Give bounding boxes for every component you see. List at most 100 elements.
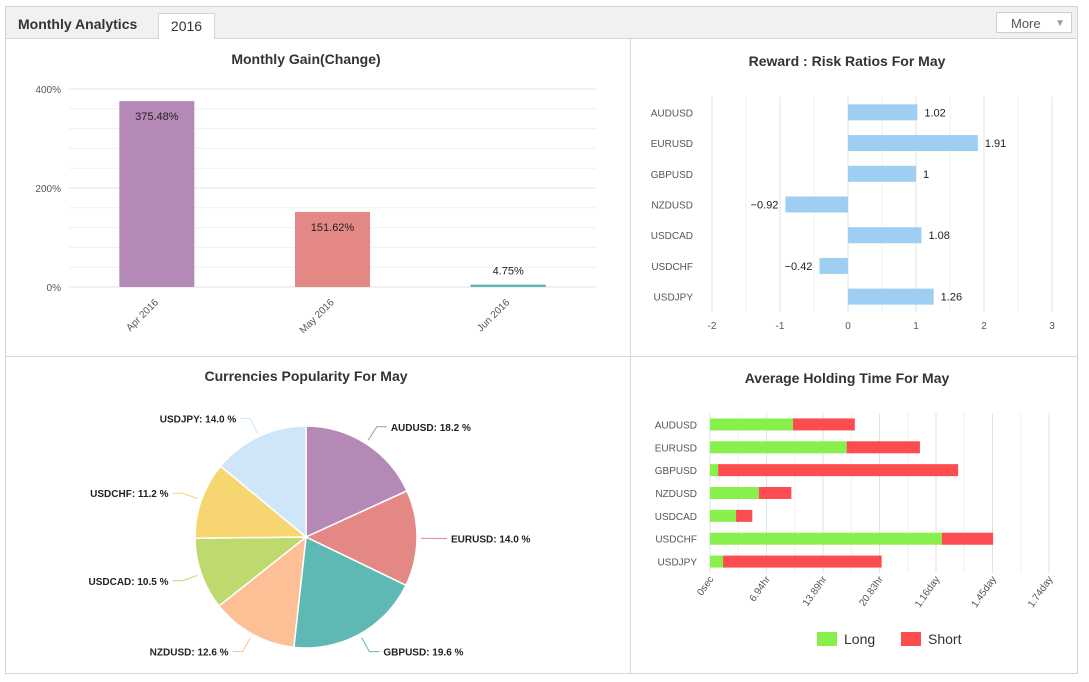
- y-tick-label: EURUSD: [651, 139, 693, 150]
- bar-segment: [710, 555, 724, 568]
- y-tick-label: AUDUSD: [655, 420, 697, 431]
- slice-label: AUDUSD: 18.2 %: [391, 423, 471, 434]
- data-label: 4.75%: [493, 266, 524, 278]
- x-tick-label: 2: [981, 321, 987, 332]
- data-label: 151.62%: [311, 222, 355, 234]
- reward-risk-chart: Reward : Risk Ratios For May -2 -1 0 1 2 3 AUD…: [651, 53, 1055, 332]
- currency-popularity-panel: Currencies Popularity For May AUDUSD: 18…: [6, 357, 631, 673]
- slice-label: EURUSD: 14.0 %: [451, 534, 531, 545]
- x-tick-label: 3: [1049, 321, 1055, 332]
- data-label: −0.92: [751, 200, 779, 212]
- x-tick-label: 1: [913, 321, 919, 332]
- x-tick-label: Apr 2016: [124, 297, 161, 334]
- data-label: 1.02: [924, 107, 945, 119]
- data-label: −0.42: [785, 261, 813, 273]
- widget-title: Monthly Analytics: [18, 16, 138, 32]
- pie-slice: [194, 465, 309, 539]
- bar: [848, 135, 978, 152]
- pie-slice: [293, 535, 407, 649]
- pie-slice: [217, 535, 307, 649]
- slice-label: USDCHF: 11.2 %: [90, 489, 168, 500]
- bar: [848, 288, 934, 305]
- leader-line: [232, 637, 251, 653]
- monthly-gain-chart: Monthly Gain(Change) 0% 200% 400% 375.48% Ap…: [35, 51, 596, 336]
- y-tick-label: EURUSD: [655, 443, 697, 454]
- chart-title: Reward : Risk Ratios For May: [749, 53, 946, 69]
- pie-slice: [305, 425, 408, 539]
- bar: [848, 227, 922, 244]
- bar-segment: [710, 441, 847, 454]
- y-tick-label: NZDUSD: [651, 201, 693, 212]
- leader-line: [367, 426, 387, 441]
- x-tick-label: 1.16day: [913, 574, 942, 609]
- legend-swatch: [901, 632, 921, 646]
- more-button[interactable]: More ▼: [996, 12, 1072, 33]
- currency-popularity-chart: Currencies Popularity For May AUDUSD: 18…: [88, 368, 531, 659]
- x-tick-label: 20.83hr: [857, 574, 886, 609]
- y-tick-label: USDCAD: [651, 231, 693, 242]
- bar-segment: [736, 509, 753, 522]
- bar-segment: [723, 555, 882, 568]
- y-tick-label: USDCHF: [651, 262, 693, 273]
- y-tick-label: 400%: [35, 85, 61, 96]
- bar: [848, 104, 918, 121]
- x-tick-label: 0: [845, 321, 851, 332]
- y-tick-label: USDJPY: [658, 558, 698, 569]
- bar-segment: [710, 418, 793, 431]
- y-tick-label: USDCHF: [655, 535, 697, 546]
- chevron-down-icon: ▼: [1055, 18, 1065, 29]
- slice-label: GBPUSD: 19.6 %: [383, 648, 463, 659]
- legend-swatch: [817, 632, 837, 646]
- y-tick-label: 0%: [47, 283, 62, 294]
- slice-label: NZDUSD: 12.6 %: [150, 648, 229, 659]
- bar: [848, 165, 916, 182]
- tab-2016[interactable]: 2016: [158, 13, 215, 39]
- monthly-analytics-widget: Monthly Analytics 2016 More ▼ Monthly Ga…: [5, 6, 1078, 674]
- x-tick-label: May 2016: [298, 297, 337, 336]
- legend-label: Short: [928, 631, 962, 647]
- leader-line: [172, 574, 198, 582]
- bar-segment: [718, 464, 959, 477]
- reward-risk-panel: Reward : Risk Ratios For May -2 -1 0 1 2 3 AUD…: [631, 39, 1077, 357]
- bar-segment: [710, 487, 759, 499]
- x-tick-label: 1.74day: [1026, 574, 1055, 609]
- bar-segment: [792, 418, 855, 431]
- slice-label: USDJPY: 14.0 %: [160, 414, 237, 425]
- data-label: 1: [923, 169, 929, 181]
- bar-segment: [846, 441, 920, 454]
- y-tick-label: 200%: [35, 184, 61, 195]
- x-tick-label: -2: [708, 321, 717, 332]
- holding-time-chart: Average Holding Time For May 0sec 6.94hr 1…: [655, 370, 1056, 647]
- y-tick-label: AUDUSD: [651, 108, 693, 119]
- x-tick-label: 6.94hr: [748, 574, 774, 604]
- x-tick-label: 0sec: [695, 574, 716, 598]
- chart-title: Currencies Popularity For May: [204, 368, 407, 384]
- leader-line: [240, 417, 258, 434]
- bar-segment: [710, 509, 737, 522]
- bar: [819, 257, 848, 274]
- leader-line: [172, 492, 198, 500]
- chart-title: Monthly Gain(Change): [231, 51, 380, 67]
- data-label: 1.08: [928, 230, 949, 242]
- bar: [785, 196, 848, 213]
- more-label: More: [1011, 16, 1041, 31]
- data-label: 1.26: [941, 292, 962, 304]
- chart-title: Average Holding Time For May: [745, 370, 950, 386]
- widget-header: Monthly Analytics 2016 More ▼: [6, 7, 1077, 39]
- slice-label: USDCAD: 10.5 %: [88, 577, 168, 588]
- y-tick-label: GBPUSD: [655, 466, 697, 477]
- bar: [119, 101, 195, 287]
- pie-slice: [304, 489, 418, 587]
- bar: [295, 211, 370, 287]
- pie-slice: [219, 425, 307, 539]
- pie-slice: [194, 536, 309, 607]
- leader-line: [361, 637, 380, 653]
- y-tick-label: USDCAD: [655, 512, 697, 523]
- bar-segment: [758, 487, 792, 499]
- x-tick-label: Jun 2016: [475, 297, 512, 334]
- y-tick-label: NZDUSD: [655, 489, 697, 500]
- monthly-gain-panel: Monthly Gain(Change) 0% 200% 400% 375.48% Ap…: [6, 39, 631, 357]
- holding-time-panel: Average Holding Time For May 0sec 6.94hr 1…: [631, 357, 1077, 673]
- bar: [470, 284, 546, 287]
- y-tick-label: USDJPY: [654, 293, 694, 304]
